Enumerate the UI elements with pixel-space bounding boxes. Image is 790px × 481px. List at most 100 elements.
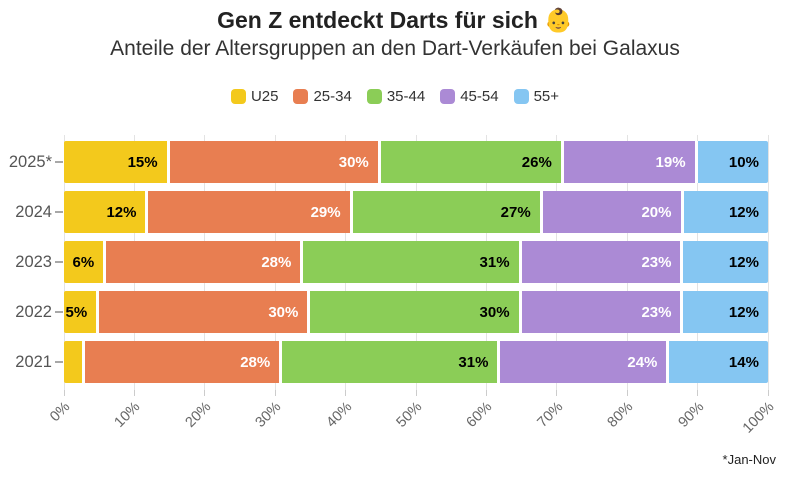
bar-row: 12% 29% 27% 20% 12%	[64, 191, 768, 233]
y-axis-category-label: 2022	[15, 303, 52, 321]
bar-segment: 10%	[697, 141, 768, 183]
x-axis-tick	[63, 390, 65, 396]
bar-segment-label: 31%	[458, 353, 489, 371]
legend-label: 25-34	[313, 88, 352, 105]
bar-segment-label: 12%	[106, 203, 137, 221]
x-axis-tick	[767, 390, 769, 396]
y-axis-category-label: 2024	[15, 203, 52, 221]
x-axis-tick	[204, 390, 206, 396]
x-axis-tick-label: 50%	[393, 399, 426, 431]
bar-segment-label: 6%	[72, 253, 95, 271]
bar-segment-label: 12%	[728, 253, 759, 271]
bar-segment: 30%	[310, 291, 522, 333]
x-axis-tick-label: 10%	[111, 399, 144, 431]
bar-segment-label: 30%	[479, 303, 510, 321]
bar-segment-label: 10%	[728, 153, 759, 171]
legend-label: U25	[250, 88, 279, 105]
legend-swatch	[230, 89, 246, 104]
legend-swatch	[440, 89, 456, 104]
bar-segment-label: 19%	[655, 153, 686, 171]
y-axis-category-label: 2025*	[8, 153, 52, 171]
x-axis-tick-label: 70%	[534, 399, 567, 431]
bar-segment: 12%	[683, 291, 768, 333]
bar-segment: 31%	[282, 341, 501, 383]
bar-row: 15% 30% 26% 19% 10%	[64, 141, 768, 183]
bar-segment-label: 28%	[240, 353, 271, 371]
x-axis-tick-label: 100%	[739, 399, 778, 437]
y-axis-tick	[55, 261, 63, 263]
legend-label: 55+	[533, 88, 560, 105]
legend-item: 35-44	[366, 88, 426, 105]
bar-segment: 30%	[99, 291, 311, 333]
x-axis-tick-label: 90%	[675, 399, 707, 431]
legend-label: 45-54	[460, 88, 499, 105]
bar-segment: 31%	[303, 241, 522, 283]
bar-segment: 26%	[380, 141, 564, 183]
x-axis-tick-label: 20%	[182, 399, 215, 431]
bar-segment: 12%	[683, 241, 768, 283]
bar-row: 6% 28% 31% 23% 12%	[64, 241, 768, 283]
bar-segment-label: 12%	[728, 203, 759, 221]
bar-segment: 30%	[169, 141, 381, 183]
bar-segment-label: 27%	[500, 203, 531, 221]
bar-segment-label: 26%	[521, 153, 552, 171]
bar-segment-label: 20%	[641, 203, 672, 221]
bar-segment: 12%	[64, 191, 149, 233]
legend-label: 35-44	[386, 88, 426, 105]
bar-segment-label: 23%	[641, 303, 672, 321]
chart-subtitle: Anteile der Altersgruppen an den Dart-Ve…	[110, 37, 680, 60]
bar-row: 5% 30% 30% 23% 12%	[64, 291, 768, 333]
bar-segment: 12%	[683, 191, 768, 233]
x-axis-tick	[274, 390, 276, 396]
bar-segment: 27%	[352, 191, 543, 233]
x-axis-tick-label: 60%	[463, 399, 496, 431]
bar-segment-label: 30%	[268, 303, 299, 321]
x-axis-tick-label: 80%	[604, 399, 637, 431]
bar-segment: 28%	[85, 341, 283, 383]
x-axis-tick-label: 0%	[47, 399, 74, 426]
bar-segment: 29%	[148, 191, 353, 233]
y-axis-category-label: 2021	[15, 353, 52, 371]
x-axis-tick	[415, 390, 417, 396]
x-axis-tick	[697, 390, 699, 396]
y-axis-tick	[55, 311, 63, 313]
y-axis-category-label: 2023	[15, 253, 52, 271]
bar-segment-label: 23%	[641, 253, 672, 271]
bar-segment: 24%	[500, 341, 670, 383]
legend-item: U25	[230, 88, 279, 105]
legend-item: 25-34	[293, 88, 352, 105]
x-axis-tick	[133, 390, 135, 396]
bar-segment: 19%	[563, 141, 698, 183]
bar-segment-label: 29%	[310, 203, 341, 221]
y-axis-tick	[55, 211, 63, 213]
x-axis-tick	[626, 390, 628, 396]
x-axis-tick	[345, 390, 347, 396]
bar-segment-label: 28%	[261, 253, 292, 271]
gridline	[767, 135, 769, 390]
x-axis-tick-label: 40%	[323, 399, 355, 431]
bar-segment: 6%	[64, 241, 107, 283]
bar-segment-label: 30%	[338, 153, 369, 171]
bar-segment-label: 14%	[728, 353, 759, 371]
bar-segment-label: 12%	[728, 303, 759, 321]
y-axis-tick	[55, 361, 63, 363]
bar-segment: 14%	[669, 341, 768, 383]
chart-title: Gen Z entdeckt Darts für sich 👶	[217, 7, 573, 33]
bar-segment: 15%	[64, 141, 170, 183]
bar-segment: 28%	[106, 241, 304, 283]
legend: U25 25-34 35-44 45-54 55+	[0, 88, 790, 105]
x-axis-tick	[485, 390, 487, 396]
legend-swatch	[513, 89, 529, 104]
bar-segment-label: 5%	[65, 303, 88, 321]
bar-segment: 5%	[64, 291, 100, 333]
bar-segment-label: 15%	[127, 153, 158, 171]
legend-item: 45-54	[440, 88, 499, 105]
x-axis-tick	[556, 390, 558, 396]
bar-segment: 23%	[521, 291, 684, 333]
legend-item: 55+	[513, 88, 560, 105]
bar-segment: 20%	[542, 191, 684, 233]
y-axis-tick	[55, 161, 63, 163]
x-axis-tick-label: 30%	[252, 399, 285, 431]
